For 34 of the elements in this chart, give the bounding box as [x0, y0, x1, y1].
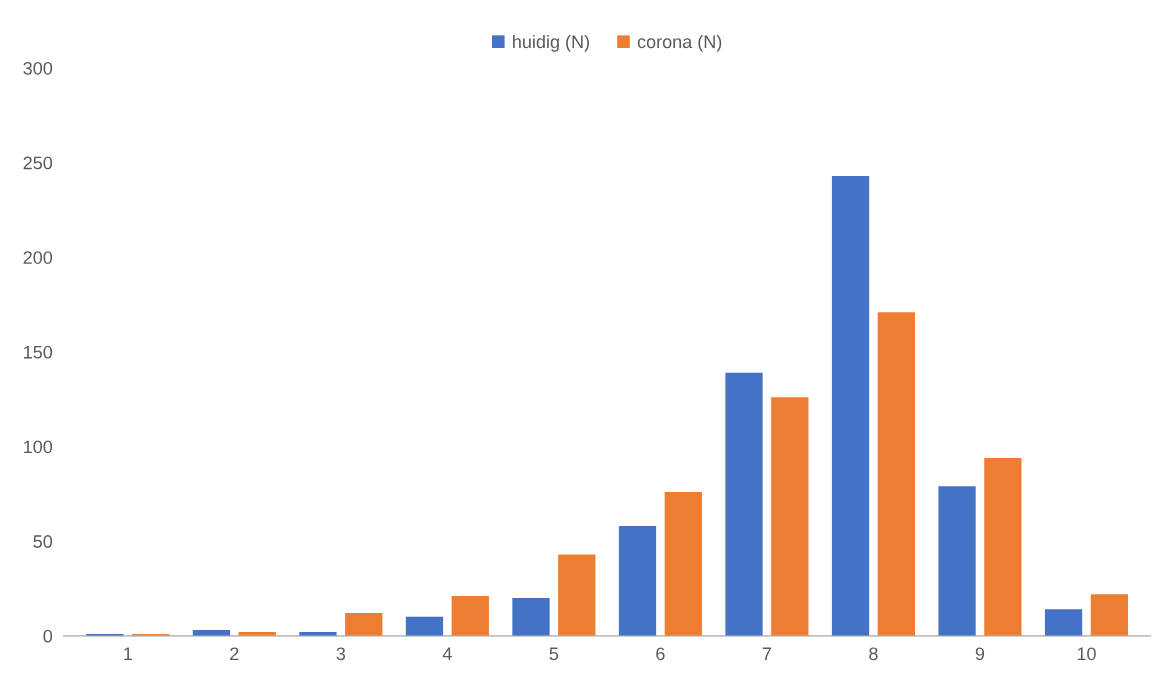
bar [938, 486, 976, 636]
bar [512, 597, 550, 636]
x-tick-label: 7 [762, 647, 772, 660]
bar [345, 613, 383, 636]
bar [1090, 594, 1129, 636]
x-tick-label: 5 [549, 647, 559, 661]
x-tick-label: 9 [975, 647, 985, 661]
bar [877, 312, 915, 636]
x-tick-label: 2 [230, 647, 239, 660]
x-tick-label: 1 [124, 647, 132, 660]
legend-label: huidig (N) [513, 34, 589, 52]
y-tick-label: 50 [33, 535, 53, 548]
x-tick-label: 6 [656, 647, 665, 661]
bar [771, 397, 809, 636]
y-tick-label: 250 [23, 156, 53, 170]
bar [1044, 609, 1083, 636]
bar [451, 596, 489, 636]
bar [558, 554, 596, 636]
bar [984, 457, 1022, 636]
bar [664, 491, 702, 636]
bar [618, 526, 657, 636]
y-tick-label: 300 [23, 61, 53, 75]
legend-label: corona (N) [637, 34, 722, 52]
y-tick-label: 200 [23, 251, 53, 264]
y-tick-label: 100 [24, 440, 53, 454]
y-tick-label: 150 [24, 345, 53, 359]
bar [405, 616, 444, 636]
x-tick-label: 3 [336, 647, 346, 661]
x-tick-label: 10 [1077, 647, 1096, 661]
y-tick-label: 0 [43, 629, 53, 643]
x-tick-label: 8 [869, 647, 878, 661]
bar [831, 175, 870, 636]
x-tick-label: 4 [442, 647, 452, 660]
bar [725, 372, 763, 636]
